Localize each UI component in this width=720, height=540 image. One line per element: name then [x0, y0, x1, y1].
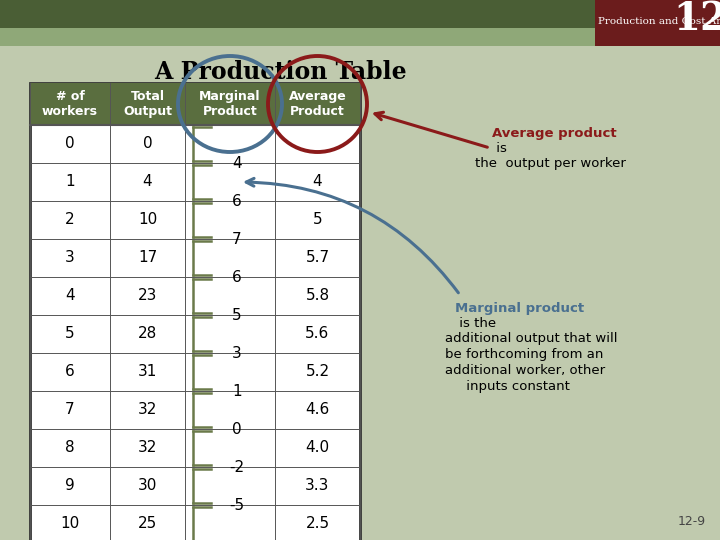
Text: 32: 32	[138, 402, 157, 417]
Text: 25: 25	[138, 516, 157, 531]
Text: 5.7: 5.7	[305, 251, 330, 266]
Text: 3: 3	[232, 346, 242, 361]
Text: # of
workers: # of workers	[42, 90, 98, 118]
Text: Average product: Average product	[492, 126, 616, 139]
Text: 12: 12	[673, 0, 720, 38]
Text: 4: 4	[66, 288, 75, 303]
Bar	[0, 28, 720, 46]
Text: inputs constant: inputs constant	[445, 380, 570, 393]
Text: 10: 10	[138, 213, 157, 227]
Bar	[30, 83, 360, 540]
Text: Average
Product: Average Product	[289, 90, 346, 118]
Text: additional worker, other: additional worker, other	[445, 364, 605, 377]
Text: Marginal product: Marginal product	[455, 302, 584, 315]
Text: 28: 28	[138, 327, 157, 341]
Text: 6: 6	[232, 269, 242, 285]
Text: 1: 1	[232, 383, 242, 399]
Text: 8: 8	[66, 441, 75, 456]
Text: 6: 6	[65, 364, 75, 380]
Text: 12-9: 12-9	[678, 515, 706, 528]
Text: 4: 4	[232, 156, 242, 171]
Text: 7: 7	[66, 402, 75, 417]
Text: Total
Output: Total Output	[123, 90, 172, 118]
Text: is: is	[492, 141, 507, 154]
Text: Production and Cost Analysis I: Production and Cost Analysis I	[598, 17, 720, 26]
Text: 4: 4	[312, 174, 323, 190]
Text: be forthcoming from an: be forthcoming from an	[445, 348, 603, 361]
Text: 31: 31	[138, 364, 157, 380]
Bar	[30, 83, 360, 125]
Text: 5: 5	[312, 213, 323, 227]
Text: Marginal
Product: Marginal Product	[199, 90, 261, 118]
Text: 0: 0	[232, 422, 242, 436]
Text: 6: 6	[232, 193, 242, 208]
Text: 5.8: 5.8	[305, 288, 330, 303]
Text: 5: 5	[66, 327, 75, 341]
Text: 5.2: 5.2	[305, 364, 330, 380]
Text: 3: 3	[65, 251, 75, 266]
Text: 4.6: 4.6	[305, 402, 330, 417]
Text: 10: 10	[60, 516, 80, 531]
Text: the  output per worker: the output per worker	[475, 157, 626, 170]
Bar	[595, 0, 720, 46]
Text: 32: 32	[138, 441, 157, 456]
Text: A Production Table: A Production Table	[153, 60, 406, 84]
Text: 23: 23	[138, 288, 157, 303]
Text: 17: 17	[138, 251, 157, 266]
Text: is the: is the	[455, 317, 496, 330]
Text: 4.0: 4.0	[305, 441, 330, 456]
Text: 4: 4	[143, 174, 153, 190]
Text: additional output that will: additional output that will	[445, 332, 618, 345]
Text: 0: 0	[66, 137, 75, 152]
Text: -5: -5	[230, 497, 245, 512]
Text: 2: 2	[66, 213, 75, 227]
Text: 5.6: 5.6	[305, 327, 330, 341]
Text: 5: 5	[232, 307, 242, 322]
Text: -2: -2	[230, 460, 245, 475]
Text: 0: 0	[143, 137, 153, 152]
Text: 2.5: 2.5	[305, 516, 330, 531]
Bar	[0, 0, 720, 28]
Text: 30: 30	[138, 478, 157, 494]
Text: 1: 1	[66, 174, 75, 190]
Text: 3.3: 3.3	[305, 478, 330, 494]
Text: 7: 7	[232, 232, 242, 246]
Text: 9: 9	[65, 478, 75, 494]
